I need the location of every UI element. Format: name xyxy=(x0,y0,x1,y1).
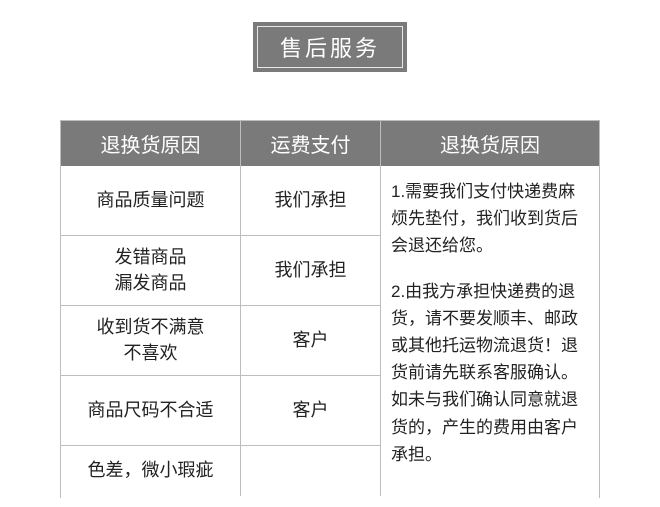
title-box: 售后服务 xyxy=(253,22,407,72)
cell-payer: 客户 xyxy=(241,306,381,376)
cell-reason: 商品质量问题 xyxy=(61,166,241,236)
cell-reason: 色差，微小瑕疵 xyxy=(61,446,241,496)
header-shipping: 运费支付 xyxy=(241,121,381,166)
header-reason: 退换货原因 xyxy=(61,121,241,166)
cell-payer: 我们承担 xyxy=(241,236,381,306)
header-notes: 退换货原因 xyxy=(381,121,600,166)
cell-payer: 客户 xyxy=(241,376,381,446)
policy-table: 退换货原因 运费支付 退换货原因 商品质量问题 我们承担 发错商品漏发商品 我们… xyxy=(60,120,600,498)
title-container: 售后服务 xyxy=(0,0,660,72)
notes-cell: 1.需要我们支付快递费麻烦先垫付，我们收到货后会退还给您。 2.由我方承担快递费… xyxy=(381,166,600,498)
table-body: 商品质量问题 我们承担 发错商品漏发商品 我们承担 收到货不满意不喜欢 客户 商… xyxy=(61,166,600,498)
cell-reason: 发错商品漏发商品 xyxy=(61,236,241,306)
table-row: 收到货不满意不喜欢 客户 xyxy=(61,306,381,376)
cell-payer: 我们承担 xyxy=(241,166,381,236)
cell-payer xyxy=(241,446,381,496)
note-text: 2.由我方承担快递费的退货，请不要发顺丰、邮政或其他托运物流退货！退货前请先联系… xyxy=(391,278,589,468)
page-title: 售后服务 xyxy=(257,26,403,68)
reason-payer-stack: 商品质量问题 我们承担 发错商品漏发商品 我们承担 收到货不满意不喜欢 客户 商… xyxy=(61,166,381,498)
cell-reason: 收到货不满意不喜欢 xyxy=(61,306,241,376)
table-row: 商品质量问题 我们承担 xyxy=(61,166,381,236)
table-row: 发错商品漏发商品 我们承担 xyxy=(61,236,381,306)
note-text: 1.需要我们支付快递费麻烦先垫付，我们收到货后会退还给您。 xyxy=(391,178,589,260)
cell-reason: 商品尺码不合适 xyxy=(61,376,241,446)
table-row: 色差，微小瑕疵 xyxy=(61,446,381,496)
table-header-row: 退换货原因 运费支付 退换货原因 xyxy=(61,121,600,166)
table-row: 商品尺码不合适 客户 xyxy=(61,376,381,446)
